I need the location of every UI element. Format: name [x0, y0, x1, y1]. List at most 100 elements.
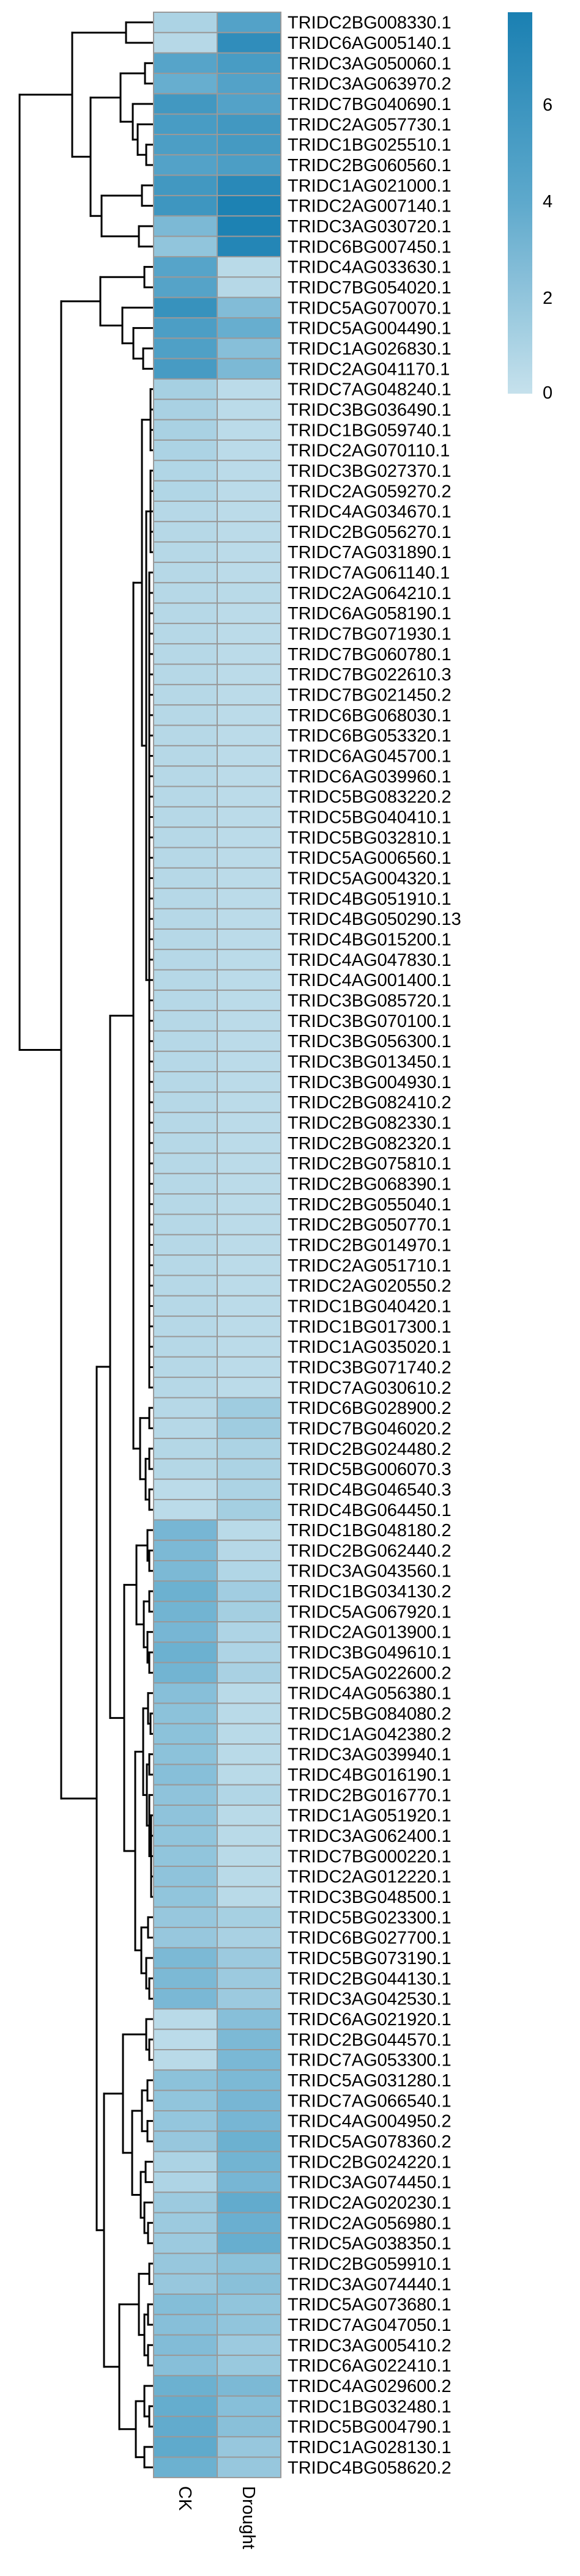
heatmap-cell [153, 93, 218, 115]
heatmap-cell [217, 908, 281, 930]
row-label: TRIDC3AG039940.1 [288, 1745, 452, 1765]
heatmap-cell [217, 2293, 281, 2316]
heatmap-cell [153, 1560, 218, 1582]
row-label: TRIDC2AG059270.2 [288, 482, 452, 501]
heatmap-cell [217, 72, 281, 95]
heatmap-cell [217, 419, 281, 441]
legend-tick-label: 6 [543, 95, 552, 115]
row-dendrogram [18, 21, 154, 2468]
heatmap-cell [153, 296, 218, 318]
row-label: TRIDC3AG063970.2 [288, 75, 452, 94]
heatmap-cell [217, 1030, 281, 1052]
row-label: TRIDC7AG030610.2 [288, 1378, 452, 1398]
heatmap-cell [217, 1172, 281, 1195]
heatmap-cell [153, 2069, 218, 2091]
heatmap-cells [153, 12, 281, 2478]
heatmap-cell [153, 928, 218, 951]
row-label: TRIDC5AG073680.1 [288, 2295, 452, 2315]
row-label: TRIDC2BG016770.1 [288, 1786, 452, 1805]
heatmap-cell [153, 888, 218, 910]
heatmap-cell [217, 969, 281, 991]
heatmap-cell [153, 1764, 218, 1786]
heatmap-cell [217, 2212, 281, 2234]
heatmap-cell [217, 806, 281, 828]
row-label: TRIDC4BG015200.1 [288, 930, 452, 950]
heatmap-cell [153, 1234, 218, 1256]
heatmap-cell [153, 1519, 218, 1541]
row-label: TRIDC3AG062400.1 [288, 1827, 452, 1846]
heatmap-cell [217, 2008, 281, 2030]
heatmap-cell [217, 1825, 281, 1847]
heatmap-cell [153, 174, 218, 196]
row-label: TRIDC3AG050060.1 [288, 54, 452, 73]
heatmap-cell [217, 378, 281, 400]
heatmap-cell [217, 52, 281, 74]
heatmap-cell [217, 1886, 281, 1908]
row-label: TRIDC6BG007450.1 [288, 237, 452, 257]
row-label: TRIDC2BG008330.1 [288, 13, 452, 33]
legend-color-bar [508, 12, 532, 394]
heatmap-cell [217, 1050, 281, 1073]
heatmap-cell [217, 1316, 281, 1338]
heatmap-cell [217, 1193, 281, 1215]
row-label: TRIDC1BG048180.2 [288, 1521, 452, 1540]
heatmap-cell [217, 602, 281, 624]
row-label: TRIDC4AG034670.1 [288, 502, 452, 522]
heatmap-cell [153, 2395, 218, 2417]
row-label: TRIDC1BG034130.2 [288, 1582, 452, 1602]
row-label: TRIDC7AG061140.1 [288, 564, 450, 583]
heatmap-cell [153, 235, 218, 257]
row-label: TRIDC7BG046020.2 [288, 1419, 452, 1438]
heatmap-cell [217, 1967, 281, 1990]
row-label: TRIDC2BG024220.1 [288, 2152, 452, 2172]
row-label: TRIDC1BG040420.1 [288, 1297, 452, 1316]
heatmap-cell [217, 2436, 281, 2458]
heatmap-cell [217, 561, 281, 584]
heatmap-cell [153, 1172, 218, 1195]
heatmap-cell [153, 2130, 218, 2152]
heatmap-cell [153, 480, 218, 502]
row-label: TRIDC5AG022600.2 [288, 1663, 452, 1683]
heatmap-cell [153, 215, 218, 237]
heatmap-cell [153, 1152, 218, 1174]
row-label: TRIDC7BG054020.1 [288, 278, 452, 298]
heatmap-cell [217, 399, 281, 421]
heatmap-cell [153, 1438, 218, 1460]
heatmap-cell [153, 949, 218, 971]
heatmap-cell [217, 1275, 281, 1297]
row-label: TRIDC1AG021000.1 [288, 176, 452, 196]
heatmap-cell [153, 1030, 218, 1052]
heatmap-cell [153, 1825, 218, 1847]
heatmap-cell [217, 622, 281, 645]
heatmap-cell [153, 989, 218, 1012]
row-label: TRIDC3BG004930.1 [288, 1073, 452, 1092]
heatmap-cell [153, 399, 218, 421]
row-label: TRIDC3BG049610.1 [288, 1643, 452, 1663]
heatmap-cell [153, 704, 218, 726]
heatmap-cell [153, 154, 218, 176]
heatmap-cell [153, 847, 218, 869]
row-label: TRIDC2AG070110.1 [288, 441, 450, 461]
heatmap-cell [153, 52, 218, 74]
heatmap-cell [217, 2110, 281, 2132]
heatmap-cell [217, 480, 281, 502]
heatmap-cell [217, 582, 281, 604]
heatmap-cell [217, 724, 281, 746]
heatmap-cell [153, 2273, 218, 2295]
heatmap-cell [153, 908, 218, 930]
heatmap-cell [217, 949, 281, 971]
row-label: TRIDC2BG059910.1 [288, 2254, 452, 2274]
heatmap-cell [153, 1743, 218, 1765]
heatmap-cell [153, 1682, 218, 1704]
heatmap-cell [153, 1132, 218, 1154]
row-label: TRIDC5BG040410.1 [288, 808, 452, 828]
row-label: TRIDC4BG046540.3 [288, 1480, 452, 1500]
row-label: TRIDC7AG047050.1 [288, 2316, 452, 2335]
row-label: TRIDC1AG051920.1 [288, 1806, 452, 1826]
row-label: TRIDC6BG027700.1 [288, 1929, 452, 1948]
heatmap-cell [217, 1458, 281, 1480]
heatmap-cell [217, 2069, 281, 2091]
row-label: TRIDC4BG058620.2 [288, 2458, 452, 2478]
heatmap-cell [153, 2232, 218, 2254]
heatmap-cell [217, 317, 281, 339]
